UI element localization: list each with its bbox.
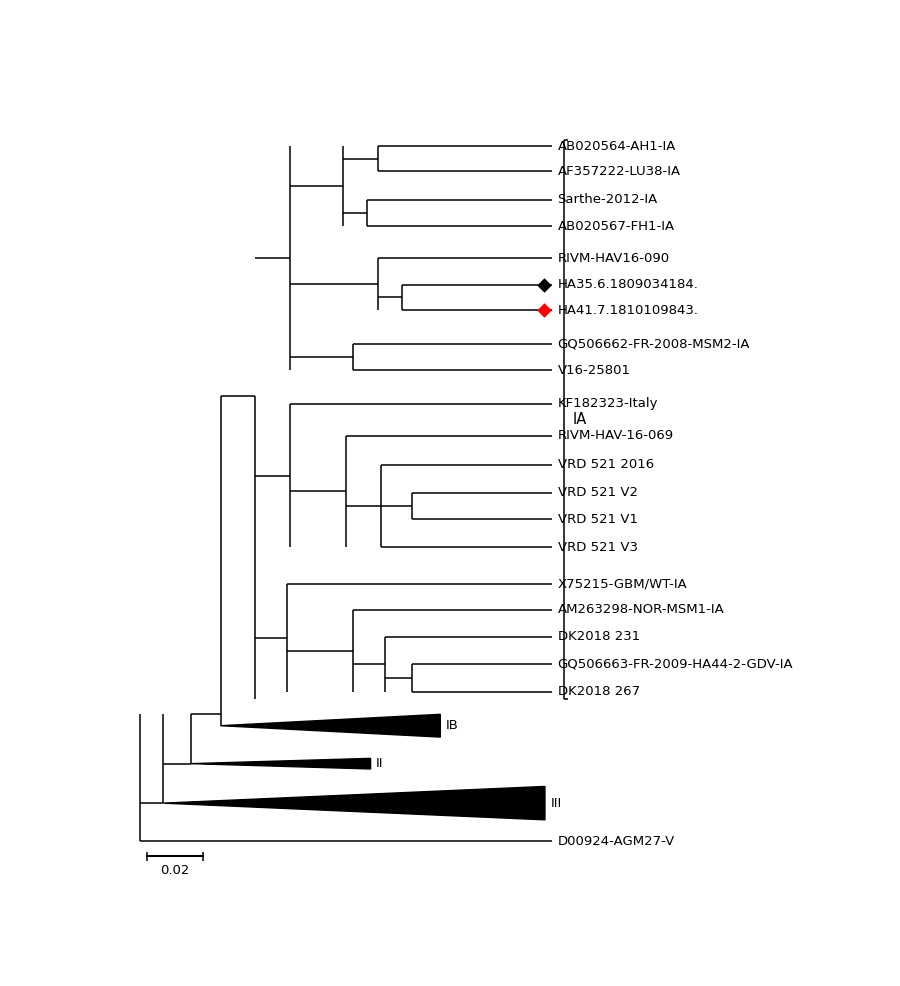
Text: VRD 521 V3: VRD 521 V3 [557, 540, 637, 554]
Text: DK2018 267: DK2018 267 [557, 685, 640, 698]
Text: VRD 521 2016: VRD 521 2016 [557, 458, 653, 471]
Text: D00924-AGM27-V: D00924-AGM27-V [557, 834, 675, 848]
Text: HA35.6.1809034184.: HA35.6.1809034184. [557, 278, 698, 291]
Text: Sarthe-2012-IA: Sarthe-2012-IA [557, 193, 658, 206]
Text: AM263298-NOR-MSM1-IA: AM263298-NOR-MSM1-IA [557, 603, 725, 616]
Text: 0.02: 0.02 [160, 864, 190, 877]
Text: VRD 521 V2: VRD 521 V2 [557, 486, 637, 499]
Text: GQ506662-FR-2008-MSM2-IA: GQ506662-FR-2008-MSM2-IA [557, 337, 750, 350]
Text: RIVM-HAV-16-069: RIVM-HAV-16-069 [557, 429, 673, 442]
Text: HA41.7.1810109843.: HA41.7.1810109843. [557, 304, 698, 317]
Text: IB: IB [446, 719, 459, 733]
Point [536, 277, 551, 293]
Text: KF182323-Italy: KF182323-Italy [557, 397, 658, 410]
Text: III: III [551, 797, 562, 810]
Text: AB020567-FH1-IA: AB020567-FH1-IA [557, 220, 675, 233]
Text: V16-25801: V16-25801 [557, 364, 631, 377]
Text: GQ506663-FR-2009-HA44-2-GDV-IA: GQ506663-FR-2009-HA44-2-GDV-IA [557, 658, 793, 670]
Polygon shape [164, 787, 545, 819]
Text: DK2018 231: DK2018 231 [557, 630, 640, 644]
Text: RIVM-HAV16-090: RIVM-HAV16-090 [557, 251, 670, 264]
Point [536, 303, 551, 318]
Text: VRD 521 V1: VRD 521 V1 [557, 513, 637, 526]
Text: AF357222-LU38-IA: AF357222-LU38-IA [557, 165, 680, 177]
Polygon shape [191, 758, 371, 769]
Polygon shape [220, 714, 440, 738]
Text: II: II [376, 757, 383, 770]
Text: IA: IA [573, 412, 587, 427]
Text: X75215-GBM/WT-IA: X75215-GBM/WT-IA [557, 577, 688, 591]
Text: AB020564-AH1-IA: AB020564-AH1-IA [557, 140, 676, 153]
